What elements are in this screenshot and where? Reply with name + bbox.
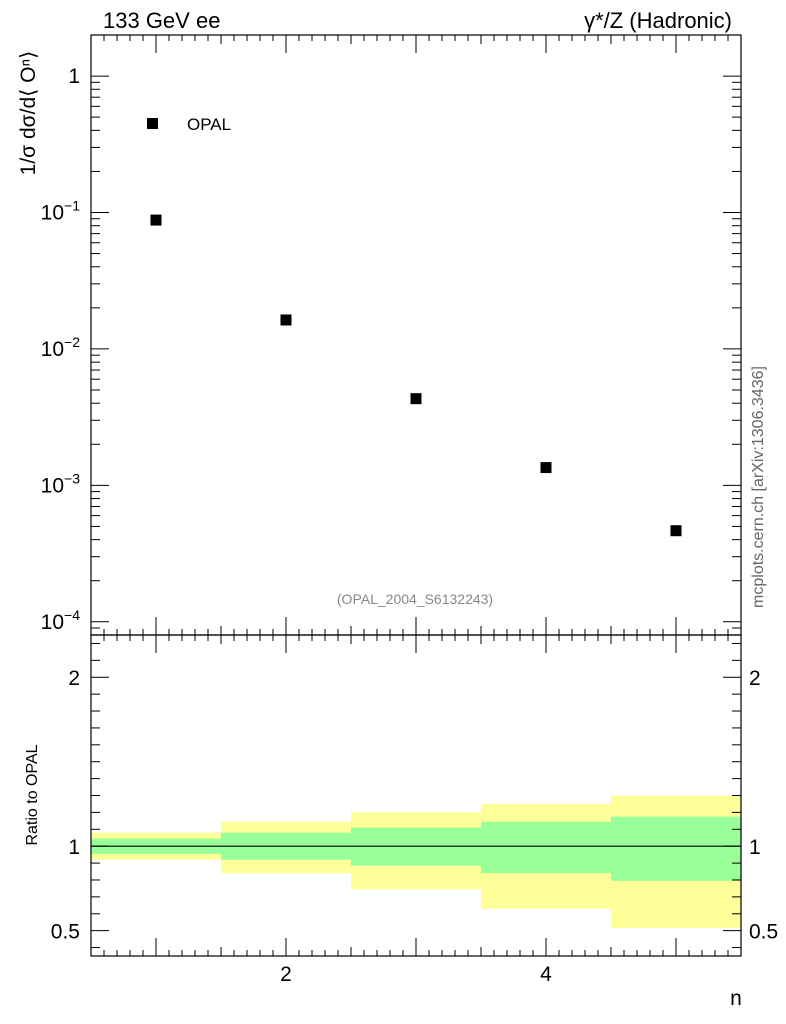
y-tick-label: 10−3 (41, 470, 81, 497)
y-axis-label: 1/σ dσ/d⟨ Oⁿ⟩ (17, 51, 40, 176)
data-point-n4 (540, 462, 552, 474)
legend-label: OPAL (187, 115, 231, 134)
y-tick-label: 10−2 (41, 334, 81, 361)
ratio-tick-labels: 2 2 1 1 0.5 0.5 (51, 667, 778, 943)
analysis-id: (OPAL_2004_S6132243) (337, 591, 493, 607)
data-point-n3 (410, 393, 422, 405)
axis-ticks (91, 34, 741, 956)
data-point-n1 (150, 214, 162, 226)
y-tick-label: 10−1 (41, 197, 81, 224)
header-right: γ*/Z (Hadronic) (584, 8, 732, 33)
ratio-inner-band-4 (481, 821, 611, 874)
y-tick-labels: 1 10−1 10−2 10−3 10−4 (41, 65, 81, 634)
ratio-plot-frame (90, 634, 742, 957)
legend-marker (147, 118, 158, 129)
ratio-tick-label-right: 1 (749, 836, 761, 859)
ratio-y-axis-label: Ratio to OPAL (24, 744, 41, 845)
y-tick-label: 1 (68, 65, 80, 88)
ratio-tick-label-left: 2 (68, 667, 80, 690)
data-point-n5 (670, 525, 682, 537)
x-tick-label: 4 (540, 963, 552, 986)
credit-text: mcplots.cern.ch [arXiv:1306.3436] (750, 366, 767, 608)
ratio-tick-label-left: 0.5 (51, 921, 80, 944)
data-points (150, 214, 682, 537)
ratio-tick-label-right: 0.5 (749, 921, 778, 944)
header-left: 133 GeV ee (103, 8, 220, 33)
ratio-inner-band-5 (611, 816, 741, 881)
y-tick-label: 10−4 (41, 607, 81, 634)
ratio-tick-label-right: 2 (749, 667, 761, 690)
data-point-n2 (280, 314, 292, 326)
ratio-tick-label-left: 1 (68, 836, 80, 859)
x-tick-label: 2 (280, 963, 292, 986)
x-axis-label: n (730, 987, 742, 1010)
